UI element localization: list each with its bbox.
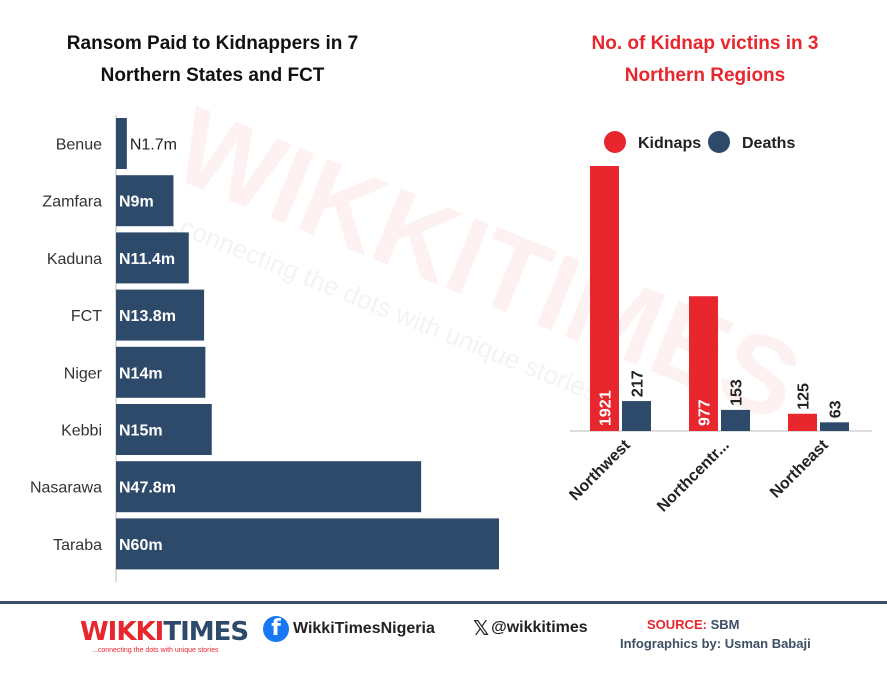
facebook-link[interactable]: f WikkiTimesNigeria	[263, 616, 435, 642]
kidnap-value-label: 1921	[598, 390, 615, 426]
kidnap-value-label: 125	[796, 383, 813, 410]
logo-wordmark: WIKKITIMES	[80, 617, 249, 647]
ransom-value-label: N15m	[119, 423, 163, 440]
legend-label-deaths: Deaths	[742, 135, 795, 152]
source-label: SOURCE:	[647, 617, 707, 632]
legend-label-kidnaps: Kidnaps	[638, 135, 701, 152]
kidnap-value-label: 217	[630, 370, 647, 397]
logo-part2: TIMES	[163, 617, 249, 647]
footer: WIKKITIMES ...connecting the dots with u…	[0, 604, 887, 673]
kidnap-bar-kidnaps	[689, 296, 718, 431]
left-chart-title-line2: Northern States and FCT	[100, 65, 325, 86]
source-line: SOURCE: SBM	[620, 615, 811, 634]
ransom-value-label: N11.4m	[119, 251, 175, 268]
right-chart-title-line2: Northern Regions	[624, 65, 786, 86]
legend-marker-deaths	[708, 131, 730, 153]
ransom-value-label: N14m	[119, 365, 163, 382]
kidnap-value-label: 977	[697, 399, 714, 426]
ransom-category-label: Kebbi	[61, 423, 102, 440]
right-chart-title-line1: No. of Kidnap victins in 3	[591, 33, 819, 54]
left-chart-title: Ransom Paid to Kidnappers in 7 Northern …	[40, 28, 385, 92]
kidnap-category-label: Northwest	[566, 436, 634, 504]
ransom-bar-chart: Benue N1.7m Zamfara N9m Kaduna N11.4m FCT N13.8…	[30, 115, 499, 582]
logo-tagline: ...connecting the dots with unique stori…	[92, 647, 219, 654]
kidnap-bar-deaths	[820, 422, 849, 431]
x-handle: @wikkitimes	[491, 619, 588, 636]
legend-marker-kidnaps	[604, 131, 626, 153]
x-icon: 𝕏	[473, 616, 490, 640]
facebook-icon: f	[263, 616, 289, 642]
kidnap-bar-kidnaps	[590, 166, 619, 431]
ransom-value-label: N60m	[119, 537, 163, 554]
facebook-handle: WikkiTimesNigeria	[293, 620, 435, 637]
kidnap-value-label: 63	[828, 400, 845, 418]
ransom-value-label: N47.8m	[119, 480, 176, 497]
kidnap-category-label: Northcentr...	[654, 437, 733, 516]
infographics-credit: Infographics by: Usman Babaji	[620, 636, 811, 651]
ransom-bar	[116, 118, 127, 169]
ransom-bar	[116, 461, 422, 513]
ransom-category-label: Niger	[64, 365, 103, 382]
kidnap-bar-kidnaps	[788, 413, 817, 431]
ransom-value-label: N1.7m	[130, 137, 177, 154]
ransom-category-label: FCT	[71, 308, 102, 325]
ransom-bar	[116, 175, 174, 227]
ransom-bar	[116, 232, 189, 284]
ransom-category-label: Benue	[56, 137, 102, 154]
source-value: SBM	[710, 617, 740, 632]
ransom-category-label: Zamfara	[42, 194, 102, 211]
kidnap-category-label: Northeast	[767, 436, 832, 501]
ransom-bar	[116, 289, 205, 341]
logo-part1: WIKKI	[80, 617, 164, 647]
ransom-bar	[116, 518, 499, 570]
ransom-value-label: N9m	[119, 194, 154, 211]
ransom-category-label: Taraba	[53, 537, 102, 554]
credits: SOURCE: SBM Infographics by: Usman Babaj…	[620, 615, 811, 653]
ransom-category-label: Kaduna	[47, 251, 102, 268]
kidnap-bar-deaths	[721, 409, 750, 431]
kidnap-bar-deaths	[622, 401, 651, 431]
footer-divider	[0, 601, 887, 604]
wikkitimes-logo[interactable]: WIKKITIMES ...connecting the dots with u…	[80, 618, 249, 658]
x-link[interactable]: 𝕏 @wikkitimes	[473, 616, 588, 640]
right-chart-title: No. of Kidnap victins in 3 Northern Regi…	[560, 28, 850, 92]
charts-canvas: WIKKITIMES ...connecting the dots with u…	[30, 84, 872, 582]
ransom-bar	[116, 404, 212, 455]
ransom-category-label: Nasarawa	[30, 480, 102, 497]
ransom-value-label: N13.8m	[119, 308, 176, 325]
left-chart-title-line1: Ransom Paid to Kidnappers in 7	[66, 33, 359, 54]
ransom-bar	[116, 346, 206, 398]
kidnap-value-label: 153	[729, 379, 746, 406]
